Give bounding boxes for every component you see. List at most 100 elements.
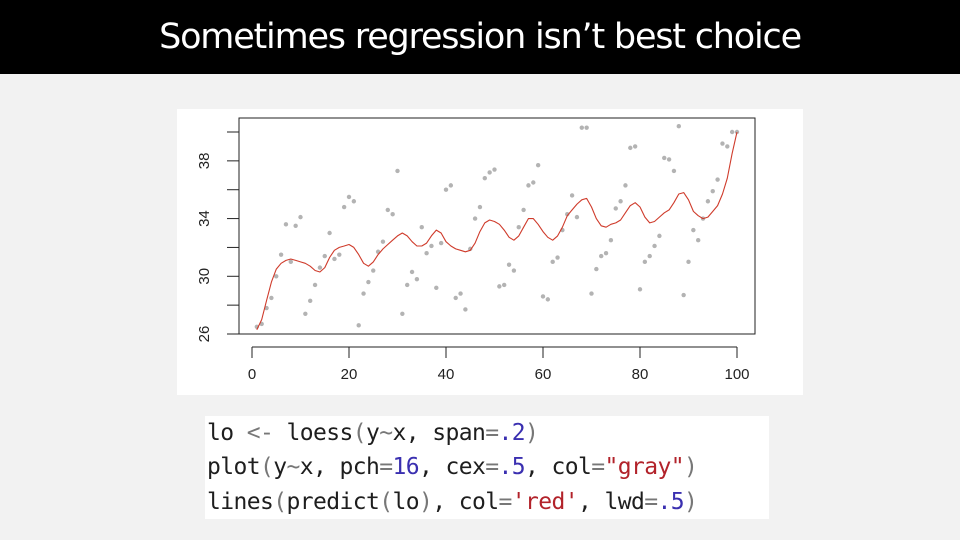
data-point [666, 157, 672, 162]
code-token: lo [392, 489, 419, 515]
code-token: "gray" [604, 454, 684, 480]
data-point [535, 162, 541, 168]
data-point [293, 223, 298, 228]
data-point [540, 294, 546, 299]
code-block: lo <- loess(y~x, span=.2) plot(y~x, pch=… [205, 416, 769, 519]
data-point [351, 199, 357, 204]
x-tick-label: 100 [724, 366, 749, 383]
data-point [618, 199, 623, 204]
data-point [502, 282, 507, 288]
data-points [254, 124, 740, 329]
code-token: <- [246, 420, 274, 446]
code-token: , col [432, 489, 499, 515]
data-point [385, 207, 390, 213]
x-tick-label: 40 [438, 366, 455, 383]
data-point [405, 282, 410, 288]
plot-frame [238, 117, 756, 335]
data-point [594, 266, 599, 272]
code-token: ) [418, 489, 433, 515]
data-point [691, 227, 696, 233]
data-point [308, 298, 313, 304]
data-point [657, 233, 662, 239]
y-axis: 26 30 34 38 [196, 131, 240, 342]
data-point [613, 206, 618, 211]
data-point [565, 212, 570, 217]
code-token: lo [207, 420, 247, 446]
code-token: ( [260, 454, 274, 480]
x-tick-label: 20 [341, 366, 358, 383]
data-point [419, 225, 424, 230]
data-point [361, 291, 366, 296]
data-point [584, 125, 589, 130]
data-point [555, 255, 560, 260]
data-point [705, 199, 711, 204]
code-token: ( [379, 489, 393, 515]
code-token: = [644, 489, 658, 515]
y-tick-label: 34 [196, 210, 213, 227]
code-token: .5 [657, 489, 684, 515]
code-token: 16 [392, 454, 419, 480]
data-point [623, 183, 628, 188]
code-token: 'red' [511, 489, 579, 515]
x-axis: 0 20 40 60 80 100 [248, 346, 750, 383]
data-point [356, 323, 361, 328]
code-token: ( [273, 489, 287, 515]
data-point [516, 225, 521, 230]
code-token: ~ [379, 420, 393, 446]
data-point [448, 183, 454, 188]
code-token: y [365, 420, 380, 446]
data-point [579, 125, 584, 130]
data-point [371, 268, 376, 273]
data-point [526, 183, 531, 188]
data-point [676, 124, 681, 129]
data-point [720, 141, 725, 146]
data-point [652, 243, 657, 249]
data-point [628, 145, 633, 151]
code-token: loess [273, 420, 353, 446]
data-point [671, 168, 677, 174]
data-point [472, 216, 478, 221]
data-point [390, 212, 395, 217]
title-bar: Sometimes regression isn’t best choice [0, 0, 960, 74]
data-point [380, 239, 386, 244]
data-point [274, 274, 279, 279]
data-point [312, 282, 318, 288]
data-point [569, 193, 575, 198]
code-token: , lwd [577, 489, 645, 515]
data-point [332, 256, 337, 262]
code-line-1: lo <- loess(y~x, span=.2) [207, 416, 539, 450]
code-token: ) [683, 489, 698, 515]
data-point [642, 259, 648, 265]
data-point [729, 129, 735, 135]
fit-line-group [256, 131, 738, 330]
data-point [434, 285, 439, 291]
data-point [453, 295, 458, 301]
data-point [409, 269, 415, 275]
data-point [681, 292, 686, 298]
data-point [317, 265, 323, 270]
code-token: = [591, 454, 605, 480]
data-point [288, 259, 293, 265]
data-point [424, 251, 429, 256]
data-point [608, 238, 614, 243]
data-point [278, 252, 284, 257]
data-point [298, 214, 303, 220]
scatter-chart: 26 30 34 38 0 20 40 60 80 100 [196, 117, 756, 383]
code-token: x, span [392, 420, 486, 446]
data-point [589, 291, 594, 296]
code-token: = [485, 454, 499, 480]
data-point [647, 253, 652, 259]
data-point [327, 230, 332, 236]
data-point [395, 168, 400, 174]
data-point [346, 194, 352, 200]
data-point [603, 251, 609, 256]
data-point [283, 222, 289, 227]
data-point [506, 262, 512, 267]
data-point [511, 268, 517, 273]
data-point [545, 297, 551, 302]
code-token: lines [207, 489, 274, 515]
x-tick-label: 80 [632, 366, 649, 383]
code-token: ~ [286, 454, 301, 480]
code-token: ) [524, 420, 539, 446]
data-point [269, 295, 274, 301]
